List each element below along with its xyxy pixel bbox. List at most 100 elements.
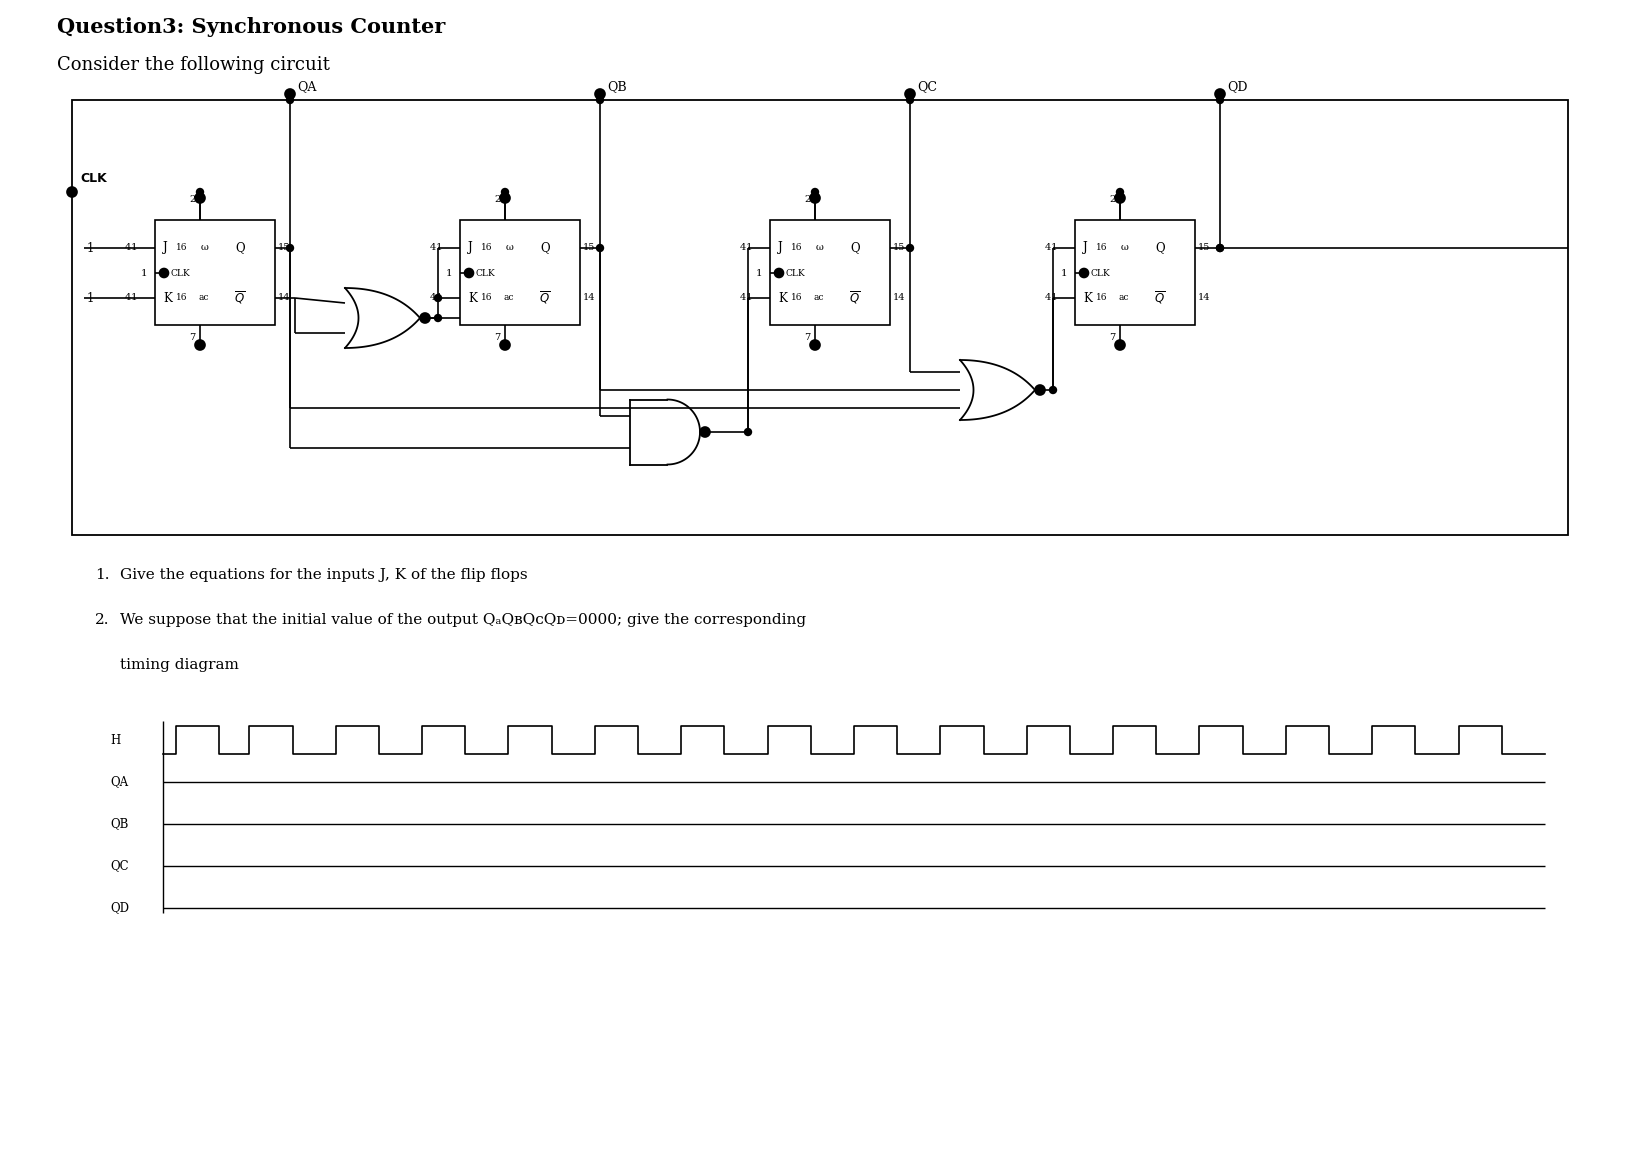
Text: K: K: [1082, 292, 1092, 305]
Text: 16: 16: [480, 293, 492, 302]
Text: CLK: CLK: [1090, 269, 1110, 277]
Text: ac: ac: [503, 293, 515, 302]
Text: 1: 1: [141, 269, 148, 277]
Text: 4: 4: [739, 293, 746, 302]
Circle shape: [905, 89, 915, 99]
Circle shape: [195, 194, 205, 203]
Circle shape: [434, 314, 441, 321]
Text: Question3: Synchronous Counter: Question3: Synchronous Counter: [57, 17, 444, 37]
Text: QC: QC: [916, 80, 936, 94]
Bar: [770, 220, 890, 325]
Circle shape: [1034, 385, 1044, 395]
Circle shape: [502, 189, 508, 196]
Bar: [1074, 220, 1195, 325]
Text: $\overline{Q}$: $\overline{Q}$: [1154, 290, 1165, 306]
Text: CLK: CLK: [785, 269, 805, 277]
Text: Q: Q: [234, 241, 244, 255]
Text: 1: 1: [744, 243, 752, 253]
Text: QB: QB: [110, 817, 128, 831]
Text: 1: 1: [87, 241, 95, 255]
Text: 1: 1: [1049, 243, 1057, 253]
Text: 4: 4: [1044, 243, 1051, 253]
Text: 4: 4: [739, 243, 746, 253]
Text: 2: 2: [803, 196, 810, 204]
Text: 2: 2: [493, 196, 500, 204]
Circle shape: [906, 96, 913, 103]
Text: 4: 4: [429, 293, 436, 302]
Text: 7: 7: [493, 334, 500, 343]
Text: J: J: [467, 241, 472, 255]
Text: QD: QD: [110, 902, 129, 914]
Text: QB: QB: [606, 80, 626, 94]
Text: 1: 1: [1049, 293, 1057, 302]
Text: Give the equations for the inputs J, K of the flip flops: Give the equations for the inputs J, K o…: [120, 568, 528, 582]
Text: 14: 14: [893, 293, 905, 302]
Text: 14: 14: [1196, 293, 1210, 302]
Circle shape: [500, 340, 510, 350]
Circle shape: [500, 194, 510, 203]
Text: 14: 14: [582, 293, 595, 302]
Circle shape: [744, 429, 751, 436]
Text: 1: 1: [129, 293, 138, 302]
Text: K: K: [777, 292, 787, 305]
Text: 7: 7: [188, 334, 195, 343]
Text: K: K: [467, 292, 477, 305]
Bar: [156, 220, 275, 325]
Circle shape: [597, 96, 603, 103]
Circle shape: [420, 313, 429, 323]
Text: QA: QA: [110, 775, 128, 788]
Text: 2: 2: [188, 196, 195, 204]
Text: $\overline{Q}$: $\overline{Q}$: [849, 290, 860, 306]
Circle shape: [1116, 189, 1123, 196]
Circle shape: [597, 245, 603, 252]
Text: 1: 1: [434, 243, 443, 253]
Circle shape: [67, 187, 77, 197]
Circle shape: [1115, 194, 1124, 203]
Text: 16: 16: [790, 243, 801, 253]
Bar: [459, 220, 580, 325]
Text: ω: ω: [1121, 243, 1128, 253]
Text: 15: 15: [893, 243, 905, 253]
Text: 15: 15: [1196, 243, 1210, 253]
Text: 15: 15: [582, 243, 595, 253]
Text: J: J: [777, 241, 782, 255]
Text: 16: 16: [1095, 293, 1106, 302]
Text: 4: 4: [125, 243, 131, 253]
Text: 1.: 1.: [95, 568, 110, 582]
Circle shape: [1078, 269, 1088, 277]
Circle shape: [285, 89, 295, 99]
Text: ω: ω: [506, 243, 513, 253]
Text: 16: 16: [175, 293, 187, 302]
Text: QD: QD: [1226, 80, 1247, 94]
Circle shape: [434, 294, 441, 301]
Text: J: J: [162, 241, 167, 255]
Text: Consider the following circuit: Consider the following circuit: [57, 56, 329, 74]
Text: ac: ac: [198, 293, 210, 302]
Text: 1: 1: [129, 243, 138, 253]
Text: 7: 7: [803, 334, 810, 343]
Text: J: J: [1082, 241, 1087, 255]
Text: 4: 4: [125, 293, 131, 302]
Text: CLK: CLK: [475, 269, 495, 277]
Text: ω: ω: [816, 243, 823, 253]
Circle shape: [700, 427, 710, 437]
Text: QC: QC: [110, 860, 128, 873]
Text: We suppose that the initial value of the output QₐQʙQᴄQᴅ=0000; give the correspo: We suppose that the initial value of the…: [120, 613, 806, 627]
Text: 16: 16: [1095, 243, 1106, 253]
Text: 1: 1: [756, 269, 762, 277]
Circle shape: [197, 189, 203, 196]
Circle shape: [906, 245, 913, 252]
Text: $\overline{Q}$: $\overline{Q}$: [539, 290, 551, 306]
Text: 1: 1: [87, 292, 95, 305]
Bar: [72, 100, 1567, 535]
Text: 4: 4: [1044, 293, 1051, 302]
Text: 16: 16: [175, 243, 187, 253]
Circle shape: [810, 194, 820, 203]
Text: CLK: CLK: [170, 269, 190, 277]
Text: 1: 1: [744, 293, 752, 302]
Text: $\overline{Q}$: $\overline{Q}$: [234, 290, 246, 306]
Text: 1: 1: [446, 269, 452, 277]
Text: 16: 16: [480, 243, 492, 253]
Text: 4: 4: [429, 243, 436, 253]
Circle shape: [1216, 245, 1223, 252]
